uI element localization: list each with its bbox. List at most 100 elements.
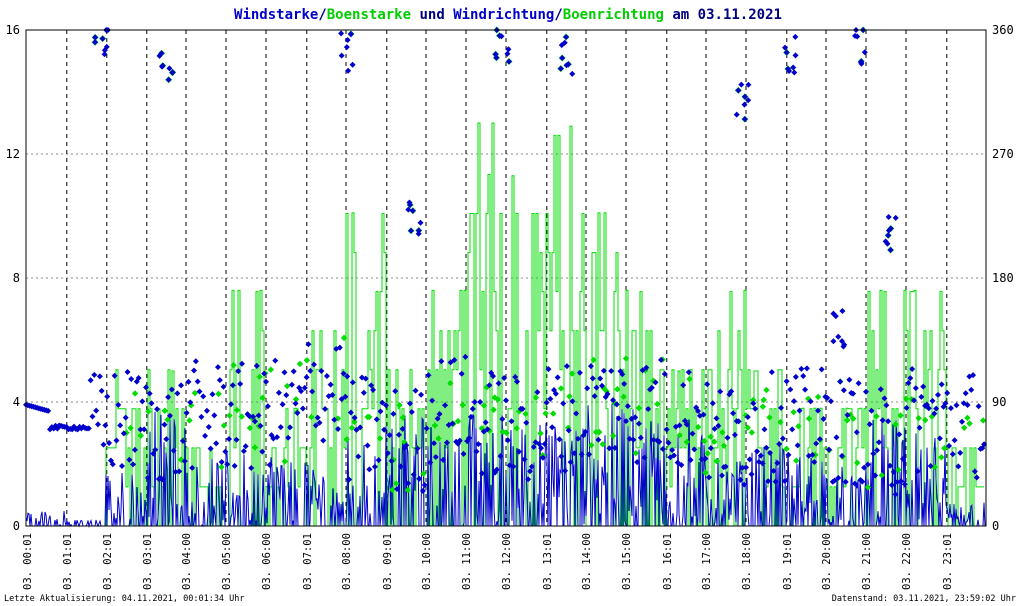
boen-richtung-point xyxy=(233,406,241,414)
wind-richtung-point xyxy=(512,373,519,380)
wind-richtung-point xyxy=(733,111,740,118)
boen-richtung-point xyxy=(654,400,661,408)
wind-richtung-point xyxy=(406,199,413,206)
wind-richtung-point xyxy=(595,436,602,443)
wind-richtung-point xyxy=(257,422,264,429)
wind-richtung-point xyxy=(277,424,284,431)
wind-richtung-point xyxy=(503,397,509,404)
boen-richtung-point xyxy=(226,412,233,419)
wind-richtung-point xyxy=(569,70,576,77)
wind-richtung-point xyxy=(658,356,665,363)
wind-richtung-point xyxy=(427,459,434,466)
x-axis: 03. 00:01 03. 01:01 03. 02:01 03. 03:01 03. … xyxy=(22,533,954,590)
wind-richtung-point xyxy=(390,410,397,417)
wind-richtung-point xyxy=(885,418,892,425)
boen-richtung-point xyxy=(259,394,266,402)
wind-richtung-point xyxy=(250,413,257,420)
wind-richtung-point xyxy=(835,333,842,340)
wind-richtung-point xyxy=(539,454,546,461)
wind-richtung-point xyxy=(93,407,100,414)
wind-richtung-point xyxy=(495,380,502,387)
wind-richtung-point xyxy=(741,116,748,123)
x-tick-label: 03. 15:00 xyxy=(621,533,633,590)
wind-richtung-point xyxy=(473,448,480,455)
boen-richtung-point xyxy=(702,469,709,476)
wind-richtung-point xyxy=(342,393,349,400)
wind-richtung-point xyxy=(499,416,506,423)
boen-richtung-point xyxy=(238,413,245,420)
wind-richtung-point xyxy=(298,388,305,395)
wind-richtung-point xyxy=(648,384,655,391)
wind-richtung-point xyxy=(663,426,670,433)
grid-lines xyxy=(26,30,986,526)
wind-richtung-point xyxy=(178,382,185,389)
wind-richtung-point xyxy=(883,402,890,409)
wind-richtung-point xyxy=(645,406,652,413)
boen-richtung-point xyxy=(459,401,466,409)
wind-richtung-point xyxy=(152,446,159,453)
wind-richtung-point xyxy=(964,401,971,408)
wind-richtung-point xyxy=(216,377,223,384)
wind-richtung-point xyxy=(791,69,798,76)
x-tick-label: 03. 06:00 xyxy=(261,533,273,590)
boen-richtung-point xyxy=(164,416,171,423)
wind-richtung-point xyxy=(968,386,975,393)
wind-richtung-point xyxy=(316,419,323,426)
wind-richtung-point xyxy=(746,456,753,463)
wind-richtung-point xyxy=(792,52,799,59)
wind-richtung-point xyxy=(882,238,889,245)
wind-richtung-point xyxy=(770,467,777,474)
wind-richtung-point xyxy=(918,393,925,400)
wind-richtung-point xyxy=(576,369,583,376)
wind-richtung-point xyxy=(218,458,225,465)
wind-richtung-point xyxy=(929,397,936,404)
x-tick-label: 03. 17:00 xyxy=(701,533,713,590)
wind-richtung-point xyxy=(202,432,209,439)
boen-richtung-point xyxy=(351,418,358,426)
wind-richtung-point xyxy=(403,442,410,449)
boen-richtung-point xyxy=(964,414,971,422)
wind-richtung-point xyxy=(161,421,168,428)
boen-richtung-point xyxy=(522,410,529,418)
boen-richtung-point xyxy=(793,457,800,464)
wind-richtung-point xyxy=(803,365,810,372)
wind-richtung-point xyxy=(338,52,345,59)
boen-richtung-point xyxy=(938,454,945,461)
y-right-tick-label: 0 xyxy=(992,519,999,533)
wind-richtung-point xyxy=(802,386,809,393)
wind-richtung-point xyxy=(759,460,766,467)
wind-richtung-point xyxy=(813,440,820,447)
boen-richtung-point xyxy=(494,396,501,403)
wind-richtung-point xyxy=(794,442,801,449)
wind-richtung-point xyxy=(198,413,205,420)
wind-richtung-point xyxy=(196,388,203,395)
boen-richtung-point xyxy=(292,396,300,403)
wind-richtung-point xyxy=(866,421,873,428)
boen-richtung-point xyxy=(590,356,597,364)
wind-richtung-point xyxy=(281,369,288,376)
x-tick-label: 03. 03:01 xyxy=(142,533,154,590)
wind-richtung-point xyxy=(837,378,844,385)
wind-richtung-point xyxy=(169,69,176,76)
wind-richtung-point xyxy=(211,412,218,419)
wind-richtung-point xyxy=(167,412,173,419)
wind-richtung-point xyxy=(207,445,214,452)
boen-richtung-point xyxy=(941,444,948,452)
wind-richtung-point xyxy=(745,81,752,88)
wind-richtung-point xyxy=(757,452,764,459)
wind-richtung-point xyxy=(493,466,500,473)
wind-richtung-point xyxy=(715,422,722,429)
boen-richtung-point xyxy=(191,389,199,397)
boen-richtung-point xyxy=(902,395,910,402)
wind-richtung-point xyxy=(255,412,262,419)
plot-series xyxy=(23,26,988,528)
x-tick-label: 03. 00:01 xyxy=(22,533,34,590)
x-tick-label: 03. 02:01 xyxy=(102,533,114,590)
wind-richtung-point xyxy=(165,76,172,83)
wind-staerke-line xyxy=(25,403,986,528)
boen-richtung-point xyxy=(131,390,139,397)
wind-richtung-point xyxy=(898,478,905,485)
wind-richtung-point xyxy=(412,387,419,394)
x-tick-label: 03. 09:01 xyxy=(382,533,394,590)
wind-richtung-point xyxy=(787,386,794,393)
